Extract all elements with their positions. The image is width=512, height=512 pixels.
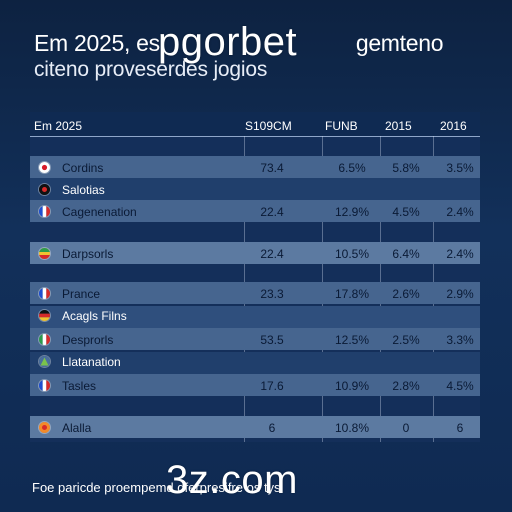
country-flag-icon [39,380,50,391]
table-header-row: Em 2025 S109CM FUNB 2015 2016 [30,112,480,137]
table-row-label: Desprorls [62,333,114,347]
domain-overlay-text: 3z.com [166,458,298,502]
table-cell-value: 6.4% [392,247,420,261]
table-row-label: Prance [62,287,101,301]
table-cell-value: 2.8% [392,379,420,393]
table-row-label: Alalla [62,421,92,435]
table-row-band [30,200,480,222]
country-flag-icon [39,422,50,433]
table-row-band [30,374,480,396]
country-flag-icon [39,288,50,299]
table-cell-value: 2.4% [446,205,474,219]
table-cell-value: 23.3 [260,287,284,301]
table-cell-value: 2.5% [392,333,420,347]
table-row-band [30,178,480,200]
column-header-0: Em 2025 [34,119,83,133]
table-cell-value: 4.5% [446,379,474,393]
table-row-label: Tasles [62,379,97,393]
column-header-1: S109CM [245,119,292,133]
table-cell-value: 2.9% [446,287,474,301]
country-flag-icon [39,206,50,217]
data-table-panel: Em 2025 S109CM FUNB 2015 2016 Cordins 73.… [30,112,480,442]
country-flag-icon [39,310,50,321]
table-cell-value: 53.5 [260,333,284,347]
headline-line-1-end: gemteno [355,30,444,56]
page-header: Em 2025, es gemteno citeno proveserdes jo… [34,28,494,82]
column-header-3: 2015 [385,119,412,133]
table-row-label: Acagls Filns [62,309,127,323]
country-flag-icon [39,162,50,173]
table-cell-value: 4.5% [392,205,420,219]
table-row-band [30,416,480,438]
table-cell-value: 6 [268,421,276,435]
table-cell-value: 10.9% [334,379,370,393]
country-flag-icon [39,248,50,259]
country-flag-icon [39,356,50,367]
table-row-band [30,306,480,328]
table-cell-value: 5.8% [392,161,420,175]
country-flag-icon [39,184,50,195]
table-cell-value: 17.8% [334,287,370,301]
table-cell-value: 2.4% [446,247,474,261]
headline-line-1-start: Em 2025, es [34,30,160,56]
table-cell-value: 12.5% [334,333,370,347]
table-row-band [30,242,480,264]
table-cell-value: 6.5% [338,161,366,175]
table-row-band [30,328,480,350]
headline-line-2: citeno proveserdes jogios [34,58,268,81]
table-row-label: Cagenenation [62,205,137,219]
table-row-band [30,352,480,374]
table-row-label: Salotias [62,183,105,197]
table-row-band [30,282,480,304]
table-cell-value: 17.6 [260,379,284,393]
brand-overlay-text: pgorbet [158,20,298,64]
table-cell-value: 10.8% [334,421,370,435]
table-cell-value: 0 [402,421,410,435]
table-cell-value: 10.5% [334,247,370,261]
table-cell-value: 73.4 [260,161,284,175]
table-cell-value: 3.5% [446,161,474,175]
table-row-label: Llatanation [62,355,121,369]
table-cell-value: 22.4 [260,247,284,261]
table-cell-value: 3.3% [446,333,474,347]
headline-line-1: Em 2025, es gemteno [34,28,494,58]
country-flag-icon [39,334,50,345]
table-row-band [30,156,480,178]
footer-caption: Foe paricde proempemd dferpresifre os ty… [32,480,281,495]
table-row-label: Cordins [62,161,104,175]
table-cell-value: 2.6% [392,287,420,301]
table-cell-value: 22.4 [260,205,284,219]
column-header-2: FUNB [325,119,358,133]
table-cell-value: 12.9% [334,205,370,219]
column-header-4: 2016 [440,119,467,133]
table-cell-value: 6 [456,421,464,435]
table-row-label: Darpsorls [62,247,114,261]
